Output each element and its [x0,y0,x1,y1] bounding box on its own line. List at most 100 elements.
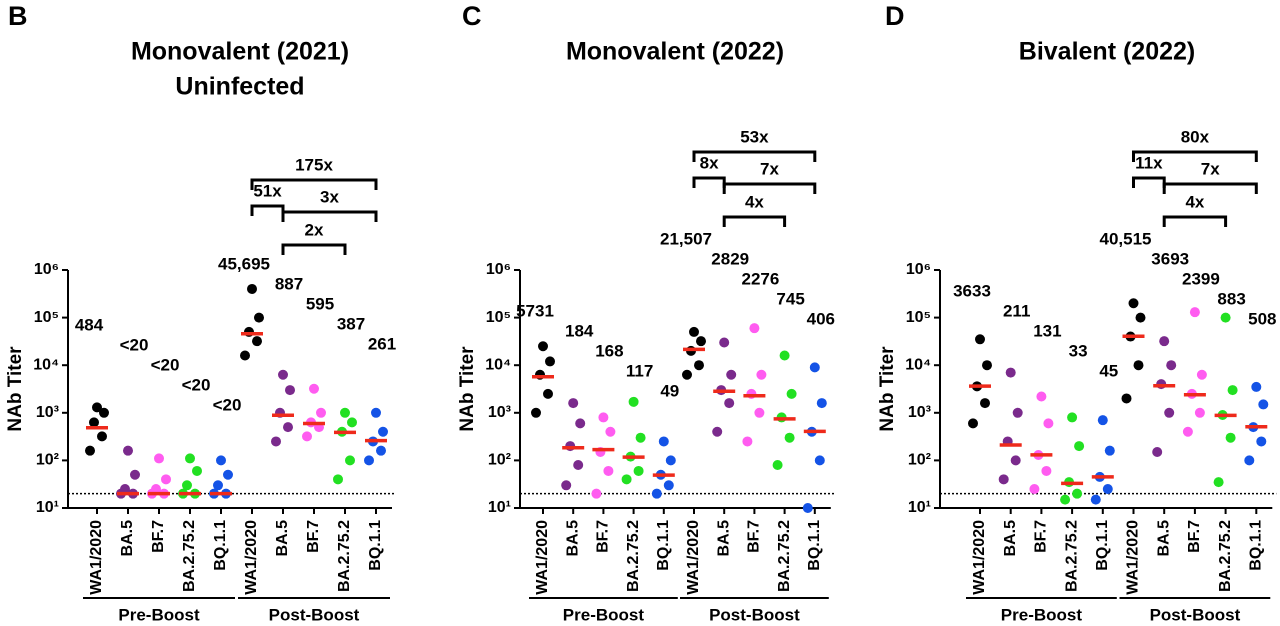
data-point [772,460,783,471]
chart-title: Monovalent (2021) [131,38,349,66]
data-point [1227,385,1238,396]
bracket [1162,182,1258,194]
data-point [120,484,130,495]
median-label: 40,515 [1100,229,1152,248]
y-tick-label: 10⁶ [486,261,511,278]
y-tick-label: 10³ [36,404,59,421]
median-label: 3693 [1151,249,1189,268]
y-tick-label: 10⁴ [905,356,931,373]
data-point [99,407,109,418]
data-point [182,480,192,491]
x-tick-label: BF.7 [1033,520,1050,553]
median-label: 211 [1003,301,1030,320]
data-point [192,465,202,476]
bracket [692,176,726,188]
group-label: Pre-Boost [1001,605,1083,624]
data-point [802,503,813,513]
median-label: 3633 [953,281,991,300]
data-point [1029,484,1040,495]
median-label: 508 [1248,309,1276,328]
panel-letter: C [462,1,482,31]
x-tick-label: BA.5 [274,520,291,557]
median-label: 595 [306,294,334,313]
data-point [376,445,386,456]
median-label: 184 [565,321,594,340]
x-tick-label: BQ.1.1 [367,520,384,571]
chart-subtitle: Uninfected [175,73,304,101]
y-tick-label: 10² [488,452,511,469]
data-point [651,488,662,499]
data-point [635,432,646,443]
bracket-label: 2x [305,220,324,239]
panel-letter: B [8,1,28,31]
data-point [1128,298,1139,309]
chart-title: Bivalent (2022) [1019,38,1195,66]
data-point [1102,484,1113,495]
data-point [89,417,99,428]
y-tick-label: 10⁶ [906,261,931,278]
data-point [561,480,572,491]
median-label: 117 [626,361,653,380]
y-axis-label: NAb Titer [457,346,478,432]
data-point [1258,399,1269,410]
data-point [1194,407,1205,418]
x-tick-label: BA.5 [119,520,136,557]
data-point [1036,391,1047,402]
bracket [722,215,787,227]
data-point [97,431,107,442]
data-point [316,407,326,418]
bracket-label: 8x [700,153,719,172]
data-point [628,396,639,407]
x-tick-label: BQ.1.1 [212,520,229,571]
median-label: 883 [1217,289,1245,308]
x-tick-label: BA.5 [564,520,581,557]
median-label: 887 [275,274,303,293]
data-point [809,362,820,373]
group-label: Pre-Boost [563,605,645,624]
bracket [1132,176,1166,188]
x-tick-label: BA.5 [1002,520,1019,557]
data-point [161,474,171,485]
data-point [1189,307,1200,318]
x-tick-label: BA.2.75.2 [1217,520,1234,592]
group-label: Pre-Boost [118,605,200,624]
data-point [154,453,164,464]
data-point [968,418,978,429]
data-point [568,398,579,409]
data-point [213,480,223,491]
data-point [573,460,584,471]
bracket-label: 53x [740,127,769,146]
data-point [742,436,753,447]
x-tick-label: WA1/2020 [243,520,260,595]
data-point [603,465,614,476]
bracket [281,243,347,255]
data-point [658,436,669,447]
data-point [1244,455,1255,466]
data-point [980,398,990,409]
data-point [247,283,257,294]
median-label: 261 [368,334,396,353]
data-point [754,407,765,418]
data-point [1041,465,1052,476]
median-label: 745 [776,289,804,308]
data-point [633,465,644,476]
data-point [1072,488,1083,499]
data-point [1121,393,1132,404]
data-point [1133,360,1144,371]
data-point [223,469,233,480]
x-tick-label: BF.7 [305,520,322,553]
data-point [1166,360,1177,371]
x-tick-label: BA.2.75.2 [1063,520,1080,592]
data-point [309,383,319,394]
data-point [998,474,1009,485]
y-tick-label: 10⁵ [34,309,59,326]
x-tick-label: BQ.1.1 [806,520,823,571]
bracket-label: 80x [1181,127,1210,146]
data-point [123,445,133,456]
x-tick-label: WA1/2020 [534,520,551,595]
data-point [85,445,95,456]
data-point [1090,494,1101,505]
data-point [345,455,355,466]
chart-title: Monovalent (2022) [566,38,784,66]
data-point [605,426,616,437]
